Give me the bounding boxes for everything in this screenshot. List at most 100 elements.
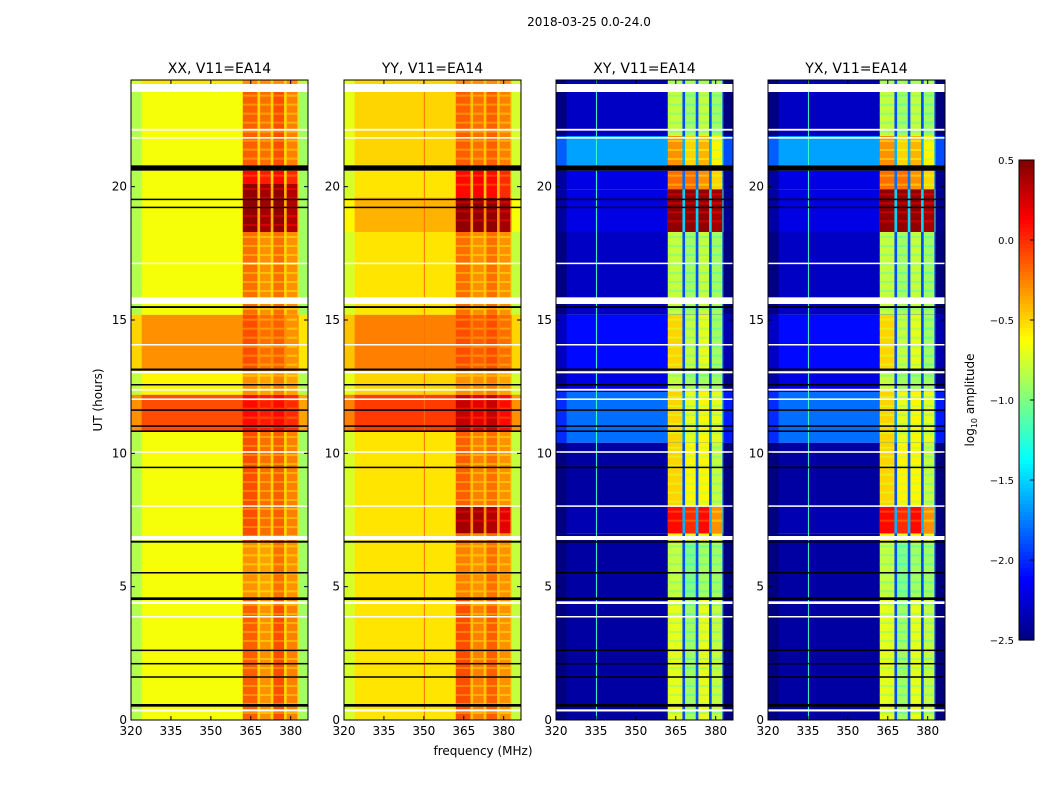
heatmap-stripe bbox=[499, 658, 511, 660]
flagged-row-black bbox=[131, 540, 308, 543]
heatmap-stripe bbox=[879, 149, 895, 151]
heatmap-cell-left-edge bbox=[131, 541, 142, 600]
heatmap-stripe bbox=[260, 224, 271, 226]
heatmap-stripe bbox=[286, 613, 298, 615]
colorbar-swatch bbox=[1019, 600, 1034, 605]
heatmap-cell-right-edge bbox=[298, 90, 308, 166]
heatmap-stripe bbox=[286, 336, 298, 339]
heatmap-stripe bbox=[711, 327, 723, 330]
heatmap-stripe bbox=[897, 667, 908, 669]
heatmap-stripe bbox=[242, 472, 258, 474]
heatmap-cell-right-edge bbox=[298, 600, 308, 720]
colorbar-swatch bbox=[1019, 588, 1034, 593]
heatmap-stripe bbox=[260, 526, 271, 528]
heatmap-cell-right-edge bbox=[935, 541, 945, 600]
heatmap-stripe bbox=[473, 130, 484, 133]
heatmap-cell-subband bbox=[499, 80, 511, 84]
heatmap-stripe bbox=[685, 336, 696, 339]
heatmap-stripe bbox=[286, 308, 298, 310]
heatmap-stripe bbox=[486, 112, 498, 115]
heatmap-stripe bbox=[499, 667, 511, 669]
heatmap-stripe bbox=[667, 336, 683, 339]
heatmap-stripe bbox=[879, 236, 895, 238]
heatmap-stripe bbox=[242, 254, 258, 256]
heatmap-stripe bbox=[897, 183, 908, 186]
flagged-row-white bbox=[556, 398, 733, 400]
heatmap-stripe bbox=[711, 685, 723, 687]
y-tick-label: 10 bbox=[325, 446, 340, 460]
heatmap-stripe bbox=[486, 416, 498, 419]
heatmap-stripe bbox=[260, 490, 271, 492]
flagged-row-white bbox=[344, 388, 521, 391]
heatmap-stripe bbox=[698, 563, 710, 566]
colorbar-label-rest: amplitude bbox=[963, 354, 977, 418]
flagged-row-white bbox=[556, 601, 733, 604]
heatmap-stripe bbox=[923, 193, 935, 196]
heatmap-stripe bbox=[698, 336, 710, 339]
heatmap-stripe bbox=[455, 622, 471, 624]
heatmap-stripe bbox=[923, 482, 935, 485]
flagged-row-white bbox=[344, 84, 521, 92]
heatmap-stripe bbox=[242, 581, 258, 584]
heatmap-stripe bbox=[879, 491, 895, 494]
heatmap-cell-subband bbox=[473, 80, 484, 84]
flagged-row-white bbox=[556, 371, 733, 374]
heatmap-stripe bbox=[273, 215, 285, 217]
heatmap-stripe bbox=[473, 640, 484, 642]
colorbar-swatch bbox=[1019, 468, 1034, 473]
heatmap-stripe bbox=[685, 640, 696, 642]
colorbar-swatch bbox=[1019, 304, 1034, 309]
heatmap-stripe bbox=[910, 554, 922, 557]
flagged-row-white bbox=[131, 297, 308, 304]
x-tick-label: 350 bbox=[199, 724, 222, 738]
y-tick-label: 10 bbox=[112, 446, 127, 460]
flagged-row-white bbox=[768, 536, 945, 540]
y-axis-label: UT (hours) bbox=[91, 368, 105, 431]
heatmap-stripe bbox=[486, 545, 498, 548]
flagged-row-white bbox=[344, 505, 521, 507]
heatmap-cell-subband bbox=[455, 370, 471, 395]
heatmap-stripe bbox=[473, 712, 484, 714]
heatmap-stripe bbox=[923, 345, 935, 348]
flagged-row-black bbox=[344, 384, 521, 386]
colorbar-swatch bbox=[1019, 424, 1034, 429]
heatmap-stripe bbox=[473, 290, 484, 292]
heatmap-cell-right-edge bbox=[511, 370, 521, 395]
heatmap-stripe bbox=[685, 482, 696, 485]
heatmap-stripe bbox=[879, 374, 895, 377]
heatmap-stripe bbox=[698, 272, 710, 274]
flagged-row-black bbox=[768, 597, 945, 600]
heatmap-cell-left-edge bbox=[768, 170, 779, 190]
heatmap-stripe bbox=[923, 272, 935, 274]
heatmap-stripe bbox=[897, 318, 908, 321]
heatmap-stripe bbox=[897, 519, 908, 522]
colorbar-tick-label: 0.5 bbox=[998, 156, 1014, 167]
heatmap-stripe bbox=[473, 499, 484, 501]
heatmap-stripe bbox=[698, 414, 710, 416]
heatmap-stripe bbox=[260, 121, 271, 124]
heatmap-stripe bbox=[273, 658, 285, 660]
heatmap-cell-subband bbox=[286, 370, 298, 395]
heatmap-cell-left-edge bbox=[768, 232, 779, 315]
colorbar-swatch bbox=[1019, 512, 1034, 517]
flagged-row-white bbox=[768, 388, 945, 391]
heatmap-cell-right-edge bbox=[723, 314, 733, 371]
colorbar-swatch bbox=[1019, 428, 1034, 433]
heatmap-stripe bbox=[242, 667, 258, 669]
heatmap-stripe bbox=[486, 604, 498, 606]
heatmap-stripe bbox=[242, 436, 258, 438]
panel-yy: YY, V11=EA14 320 335 350 365 380 0 5 10 15 20 bbox=[325, 61, 522, 738]
heatmap-cell-left-edge bbox=[768, 506, 779, 534]
colorbar-swatch bbox=[1019, 584, 1034, 589]
heatmap-stripe bbox=[455, 472, 471, 474]
heatmap-stripe bbox=[910, 590, 922, 593]
heatmap-cell-subband bbox=[473, 370, 484, 395]
heatmap-stripe bbox=[260, 139, 271, 142]
heatmap-cell-subband bbox=[242, 170, 258, 184]
colorbar-swatch bbox=[1019, 232, 1034, 237]
heatmap-stripe bbox=[711, 519, 723, 522]
heatmap-stripe bbox=[455, 658, 471, 660]
heatmap-stripe bbox=[473, 481, 484, 483]
heatmap-stripe bbox=[273, 416, 285, 419]
